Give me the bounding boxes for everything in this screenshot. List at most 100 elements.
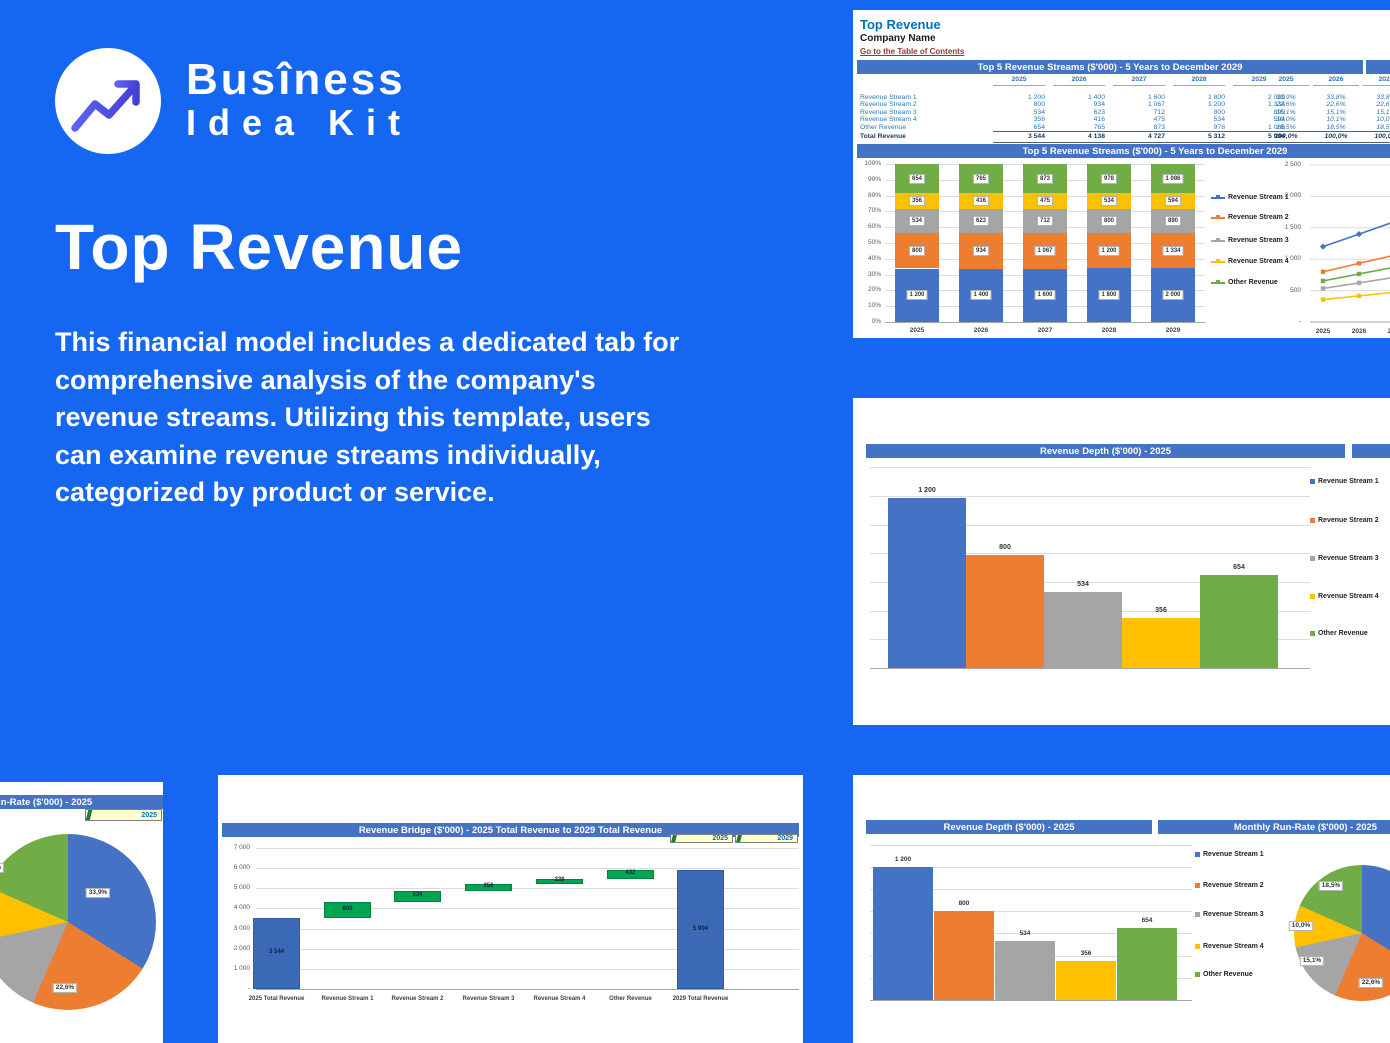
grid-line [870,889,1192,890]
grid-line [885,322,1205,323]
grid-line [256,948,799,950]
legend-label: Revenue Stream 3 [1228,237,1289,244]
bar [1056,960,1116,1000]
cell-percent: 22,6% [1326,101,1346,109]
grid-line [870,524,1310,526]
waterfall-bar [394,890,441,902]
bridge-start-year-dropdown[interactable]: 2025 [670,834,733,843]
bar [1122,617,1200,668]
legend-label: Revenue Stream 1 [1228,194,1289,201]
table-rule [993,131,1285,132]
legend-item: Other Revenue [1310,630,1368,637]
bar [934,911,994,1000]
run-rate-title: Monthly Run-Rate ($'000) - 2025 [0,796,93,808]
cell-value: 534 [1033,108,1045,116]
cell-value: 594 [1273,116,1285,124]
cell-value: 1 334 [1267,101,1285,109]
legend-swatch [1195,883,1200,888]
year-header: 2029 [1233,76,1285,86]
total-percent: 100,0% [1324,133,1348,140]
pct-year-header: 2027 [1363,76,1390,86]
year-header: 2028 [1173,76,1225,86]
legend-label: Revenue Stream 3 [1203,911,1264,918]
segment-value-label: 890 [1164,215,1182,226]
pie-slice-label: 18,5% [0,863,5,873]
y-axis-label: 2 500 [1284,161,1301,168]
run-rate-pie-panel: Monthly Run-Rate ($'000) - 2025 2025 33,… [0,782,163,1043]
brand-wordmark: Busîness Idea Kit [186,57,412,143]
legend-label: Revenue Stream 2 [1228,214,1289,221]
total-label: Total Revenue [860,133,906,140]
year-selector-value: 2025 [141,811,157,819]
bar-value-label: 654 [1141,916,1153,924]
x-axis-label: 2025 [1315,328,1331,335]
segment-value-label: 934 [972,245,990,256]
cell-value: 654 [1033,123,1045,131]
cell-value: 416 [1093,116,1105,124]
cell-value: 800 [1033,101,1045,109]
segment-value-label: 800 [1100,215,1118,226]
chart-title: Top 5 Revenue Streams ($'000) - 5 Years … [1022,145,1288,157]
bar-value-label: 1 200 [894,856,912,864]
depth-and-run-rate-panel: Revenue Depth ($'000) - 2025 Monthly Run… [853,775,1390,1043]
year-header: 2025 [993,76,1045,86]
bridge-title: Revenue Bridge ($'000) - 2025 Total Reve… [358,824,663,836]
total-value: 4 138 [1087,133,1105,140]
hero-description: This financial model includes a dedicate… [55,327,680,507]
legend-label: Revenue Stream 2 [1318,517,1379,524]
segment-value-label: 534 [908,215,926,226]
waterfall-bar [324,901,371,918]
legend-swatch [1195,944,1200,949]
grid-line [870,866,1192,868]
revenue-depth-panel: Revenue Depth ($'000) - 2025 1 200 800 534… [853,398,1390,725]
x-axis-label: 2025 [909,327,925,334]
x-axis-label: Other Revenue [609,996,652,1002]
bar [1117,927,1177,1000]
table-title-bar-stub [1366,60,1390,74]
y-axis-label: 3 000 [233,924,250,932]
y-axis-label: 2 000 [233,944,250,952]
table-rule [993,141,1285,143]
table-title-bar: Top 5 Revenue Streams ($'000) - 5 Years … [857,60,1363,74]
legend-marker [1216,215,1220,219]
monthly-run-rate-title-bar: Monthly Run-Rate ($'000) - 2025 [1158,820,1390,834]
cell-value: 1 086 [1267,123,1285,131]
segment-value-label: 800 [908,245,926,256]
grid-line [870,467,1310,469]
segment-value-label: 1 600 [1034,290,1056,301]
legend-item: Revenue Stream 3 [1195,911,1264,918]
grid-line [870,1000,1192,1001]
segment-value-label: 356 [908,196,926,207]
cell-value: 534 [1213,116,1225,124]
cell-percent: 15,1% [1326,108,1346,116]
x-axis-label: Revenue Stream 1 [321,996,374,1002]
legend-line-marker [1211,238,1225,242]
pct-year-header: 2026 [1313,76,1359,86]
segment-value-label: 2 000 [1162,290,1184,301]
year-selector-dropdown[interactable]: 2025 [85,809,162,821]
grid-line [256,989,799,990]
depth2-title: Revenue Depth ($'000) - 2025 [943,821,1075,833]
bridge-end-year-dropdown[interactable]: 2029 [735,834,798,843]
x-axis-label: 2028 [1101,327,1117,334]
legend-item: Revenue Stream 1 [1211,194,1289,201]
y-axis-label: 2 000 [1284,192,1301,200]
x-axis-label: 2027 [1037,327,1053,334]
cell-value: 800 [1213,108,1225,116]
legend-swatch [1195,912,1200,917]
table-of-contents-link[interactable]: Go to the Table of Contents [860,47,965,56]
row-label: Other Revenue [860,123,907,131]
bridge-end-year: 2029 [777,835,793,842]
row-label: Revenue Stream 3 [860,108,917,116]
segment-value-label: 1 086 [1162,173,1184,184]
bar [966,554,1044,668]
waterfall-bar [536,878,583,884]
cell-value: 356 [1033,116,1045,124]
segment-value-label: 623 [972,215,990,226]
legend-label: Revenue Stream 1 [1203,851,1264,858]
y-axis-label: 20% [867,286,881,294]
segment-value-label: 594 [1164,196,1182,206]
segment-value-label: 712 [1036,215,1054,226]
bar [995,940,1055,1000]
grid-line [256,848,799,850]
